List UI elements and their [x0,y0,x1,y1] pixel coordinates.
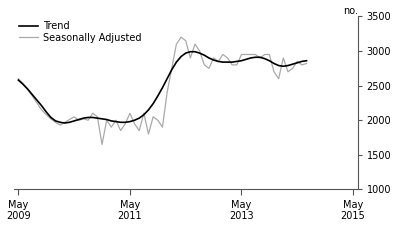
Legend: Trend, Seasonally Adjusted: Trend, Seasonally Adjusted [19,21,141,43]
Text: no.: no. [343,6,358,16]
